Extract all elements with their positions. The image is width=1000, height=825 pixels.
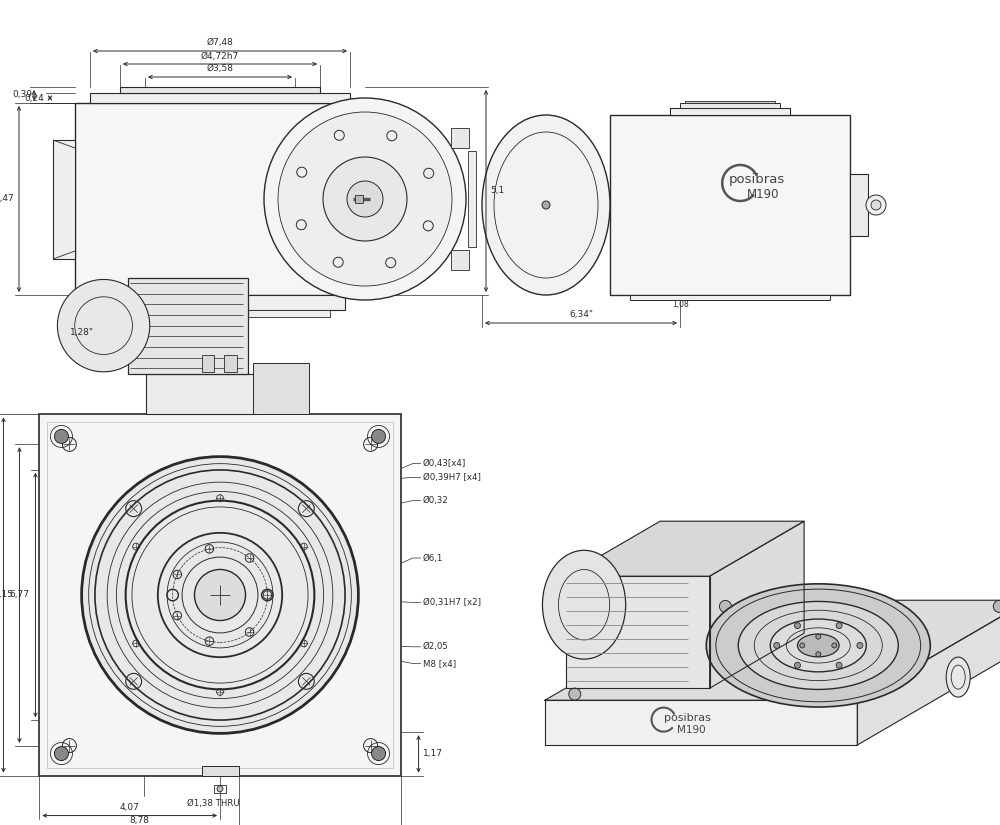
- Circle shape: [871, 200, 881, 210]
- Text: 6,34": 6,34": [569, 310, 593, 319]
- Bar: [75, 103, 365, 295]
- Circle shape: [217, 785, 223, 792]
- Bar: [224, 356, 237, 372]
- Ellipse shape: [706, 584, 930, 707]
- Polygon shape: [545, 601, 1000, 700]
- Text: Ø3,58: Ø3,58: [207, 64, 234, 73]
- Text: 8,15: 8,15: [0, 591, 13, 600]
- Circle shape: [372, 430, 386, 444]
- Circle shape: [794, 623, 800, 629]
- Ellipse shape: [738, 601, 898, 690]
- Text: M190: M190: [747, 188, 779, 201]
- Text: M190: M190: [677, 724, 706, 734]
- Bar: [146, 374, 257, 414]
- Bar: [468, 151, 476, 247]
- Bar: [128, 277, 248, 374]
- Ellipse shape: [770, 619, 866, 672]
- Ellipse shape: [542, 550, 626, 659]
- Ellipse shape: [946, 657, 970, 697]
- Circle shape: [126, 501, 314, 690]
- Bar: [630, 295, 830, 300]
- Circle shape: [54, 430, 68, 444]
- Text: Ø0,31H7 [x2]: Ø0,31H7 [x2]: [423, 598, 481, 607]
- Circle shape: [843, 688, 855, 700]
- Circle shape: [719, 601, 731, 612]
- Text: 0,39: 0,39: [12, 91, 32, 100]
- Bar: [39, 414, 401, 776]
- Bar: [685, 101, 775, 103]
- Text: 4,07: 4,07: [120, 803, 140, 812]
- Circle shape: [569, 688, 581, 700]
- Polygon shape: [857, 601, 1000, 745]
- Bar: [120, 87, 320, 93]
- Circle shape: [774, 643, 780, 648]
- Ellipse shape: [482, 115, 610, 295]
- Circle shape: [836, 623, 842, 629]
- Text: 0,24: 0,24: [24, 93, 44, 102]
- Circle shape: [167, 542, 273, 648]
- Circle shape: [82, 456, 358, 733]
- Circle shape: [832, 643, 837, 648]
- Circle shape: [794, 662, 800, 668]
- Text: Ø4,72h7: Ø4,72h7: [201, 51, 239, 60]
- Text: Ø0,32: Ø0,32: [423, 496, 448, 505]
- Text: Ø6,1: Ø6,1: [423, 554, 443, 563]
- Circle shape: [372, 747, 386, 761]
- Bar: [53, 140, 75, 259]
- Bar: [90, 93, 350, 103]
- Circle shape: [836, 662, 842, 668]
- Bar: [253, 363, 309, 414]
- Circle shape: [866, 195, 886, 215]
- Circle shape: [800, 643, 805, 648]
- Circle shape: [347, 181, 383, 217]
- Text: Ø0,39H7 [x4]: Ø0,39H7 [x4]: [423, 473, 480, 482]
- Text: Ø0,43[x4]: Ø0,43[x4]: [423, 460, 466, 468]
- Polygon shape: [710, 521, 804, 688]
- Circle shape: [323, 157, 407, 241]
- Bar: [670, 108, 790, 115]
- Text: posibras: posibras: [729, 172, 785, 186]
- Circle shape: [264, 98, 466, 300]
- Bar: [47, 422, 393, 767]
- Polygon shape: [566, 576, 710, 688]
- Bar: [110, 310, 330, 317]
- Bar: [202, 356, 214, 372]
- Bar: [680, 103, 780, 108]
- Circle shape: [993, 601, 1000, 612]
- Text: M8 [x4]: M8 [x4]: [423, 659, 456, 668]
- Text: 8,78: 8,78: [129, 816, 149, 825]
- Circle shape: [857, 643, 863, 648]
- Bar: [355, 195, 363, 203]
- Circle shape: [542, 201, 550, 209]
- Text: 1,28": 1,28": [70, 328, 94, 337]
- Polygon shape: [545, 700, 857, 745]
- Text: 1,17: 1,17: [423, 749, 443, 758]
- Circle shape: [278, 112, 452, 286]
- Bar: [850, 174, 868, 236]
- Text: Ø7,48: Ø7,48: [207, 39, 233, 48]
- Circle shape: [816, 634, 821, 639]
- Bar: [214, 785, 226, 793]
- Circle shape: [54, 747, 68, 761]
- Text: 4,47: 4,47: [0, 195, 15, 204]
- Bar: [610, 115, 850, 295]
- Bar: [95, 295, 345, 310]
- Ellipse shape: [797, 634, 839, 657]
- Polygon shape: [566, 521, 804, 576]
- Text: posibras: posibras: [664, 713, 711, 723]
- Text: Ø1,38 THRU: Ø1,38 THRU: [187, 799, 239, 808]
- Circle shape: [816, 652, 821, 657]
- Bar: [451, 250, 469, 270]
- Bar: [451, 129, 469, 148]
- Text: Ø2,05: Ø2,05: [423, 643, 448, 651]
- Text: 1,08: 1,08: [672, 300, 689, 309]
- Text: 5,1: 5,1: [490, 186, 504, 196]
- Circle shape: [57, 280, 150, 372]
- Bar: [202, 766, 239, 776]
- Circle shape: [194, 569, 246, 620]
- Text: 6,77: 6,77: [9, 591, 29, 600]
